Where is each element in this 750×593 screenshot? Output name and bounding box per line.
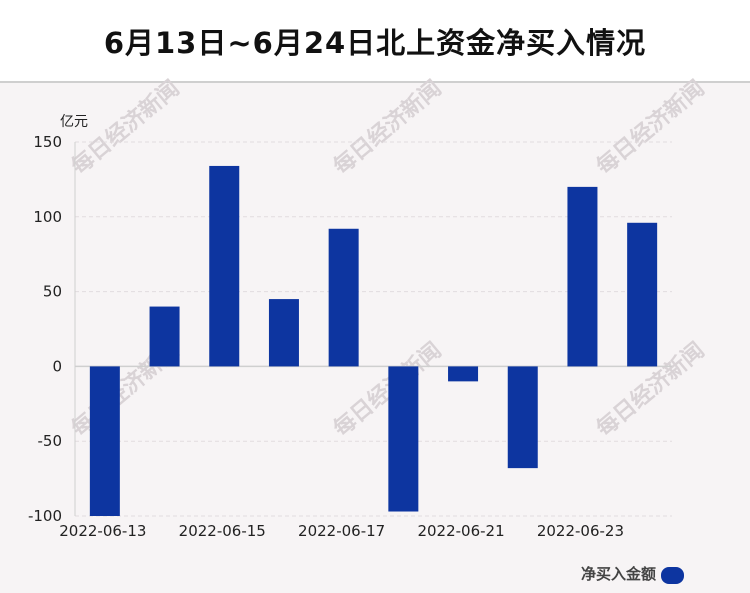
- y-tick--100: -100: [28, 507, 62, 525]
- watermark-2: 每日经济新闻: [592, 75, 710, 180]
- x-tick-2022-06-21: 2022-06-21: [417, 522, 504, 540]
- bar-2022-06-14: [149, 306, 180, 367]
- bar-2022-06-21: [448, 366, 479, 382]
- watermark-1: 每日经济新闻: [329, 75, 447, 180]
- y-tick-labels: 150 100 50 0 -50 -100: [28, 133, 62, 525]
- bar-2022-06-17: [328, 228, 359, 367]
- y-tick--50: -50: [38, 432, 63, 450]
- legend-label: 净买入金额: [581, 565, 656, 583]
- y-tick-0: 0: [52, 357, 62, 375]
- title-bar: 6月13日~6月24日北上资金净买入情况: [0, 0, 750, 83]
- x-tick-2022-06-17: 2022-06-17: [298, 522, 385, 540]
- legend: 净买入金额: [581, 565, 684, 584]
- chart-title: 6月13日~6月24日北上资金净买入情况: [103, 25, 647, 60]
- bar-2022-06-16: [268, 299, 299, 367]
- y-unit-label: 亿元: [60, 114, 88, 130]
- y-tick-100: 100: [33, 208, 62, 226]
- x-tick-labels: 2022-06-13 2022-06-15 2022-06-17 2022-06-21…: [59, 522, 624, 540]
- bar-2022-06-22: [507, 366, 538, 469]
- bar-2022-06-13: [89, 366, 120, 516]
- y-tick-150: 150: [33, 133, 62, 151]
- x-tick-2022-06-13: 2022-06-13: [59, 522, 146, 540]
- y-tick-50: 50: [43, 283, 62, 301]
- bar-2022-06-15: [209, 165, 240, 367]
- legend-swatch: [661, 567, 684, 584]
- bar-2022-06-20: [388, 366, 419, 512]
- bar-2022-06-24: [627, 222, 658, 367]
- x-tick-2022-06-15: 2022-06-15: [179, 522, 266, 540]
- bar-2022-06-23: [567, 186, 598, 367]
- x-tick-2022-06-23: 2022-06-23: [537, 522, 624, 540]
- bars: [89, 165, 658, 516]
